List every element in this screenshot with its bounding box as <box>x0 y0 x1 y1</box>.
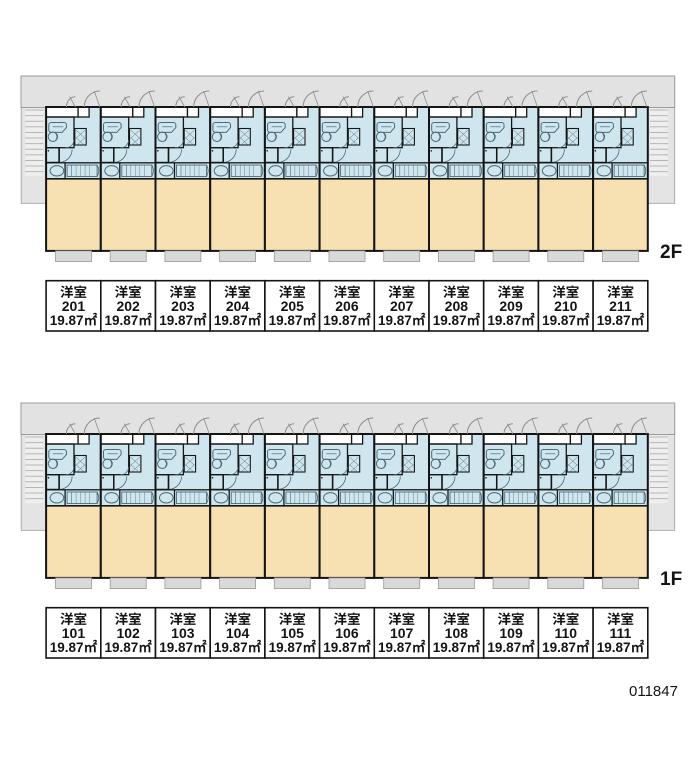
svg-text:19.87㎡: 19.87㎡ <box>214 639 262 655</box>
svg-text:2F: 2F <box>660 242 682 263</box>
svg-text:19.87㎡: 19.87㎡ <box>542 639 590 655</box>
svg-text:208: 208 <box>445 298 469 314</box>
svg-text:108: 108 <box>445 625 469 641</box>
svg-text:19.87㎡: 19.87㎡ <box>105 312 153 328</box>
svg-text:106: 106 <box>335 625 359 641</box>
svg-text:209: 209 <box>499 298 523 314</box>
svg-text:102: 102 <box>116 625 140 641</box>
svg-text:104: 104 <box>226 625 250 641</box>
svg-text:011847: 011847 <box>629 683 678 700</box>
svg-text:19.87㎡: 19.87㎡ <box>269 312 317 328</box>
svg-text:19.87㎡: 19.87㎡ <box>487 312 535 328</box>
svg-text:19.87㎡: 19.87㎡ <box>269 639 317 655</box>
svg-text:210: 210 <box>554 298 578 314</box>
svg-text:101: 101 <box>62 625 86 641</box>
svg-text:107: 107 <box>390 625 414 641</box>
svg-text:206: 206 <box>335 298 359 314</box>
svg-text:19.87㎡: 19.87㎡ <box>378 639 426 655</box>
svg-text:105: 105 <box>281 625 305 641</box>
svg-text:211: 211 <box>609 298 632 314</box>
svg-text:19.87㎡: 19.87㎡ <box>214 312 262 328</box>
svg-text:19.87㎡: 19.87㎡ <box>159 639 207 655</box>
svg-text:204: 204 <box>226 298 250 314</box>
svg-text:201: 201 <box>62 298 86 314</box>
svg-text:19.87㎡: 19.87㎡ <box>433 312 481 328</box>
svg-text:207: 207 <box>390 298 414 314</box>
svg-text:19.87㎡: 19.87㎡ <box>597 312 645 328</box>
svg-text:19.87㎡: 19.87㎡ <box>159 312 207 328</box>
svg-text:19.87㎡: 19.87㎡ <box>50 639 98 655</box>
svg-text:1F: 1F <box>660 569 682 590</box>
svg-text:19.87㎡: 19.87㎡ <box>323 312 371 328</box>
svg-text:19.87㎡: 19.87㎡ <box>323 639 371 655</box>
svg-text:19.87㎡: 19.87㎡ <box>105 639 153 655</box>
svg-text:19.87㎡: 19.87㎡ <box>597 639 645 655</box>
svg-text:19.87㎡: 19.87㎡ <box>433 639 481 655</box>
svg-text:19.87㎡: 19.87㎡ <box>487 639 535 655</box>
svg-text:111: 111 <box>610 625 632 641</box>
svg-text:202: 202 <box>116 298 140 314</box>
svg-text:19.87㎡: 19.87㎡ <box>50 312 98 328</box>
svg-text:19.87㎡: 19.87㎡ <box>378 312 426 328</box>
svg-text:205: 205 <box>281 298 305 314</box>
svg-text:203: 203 <box>171 298 195 314</box>
svg-text:19.87㎡: 19.87㎡ <box>542 312 590 328</box>
svg-text:109: 109 <box>499 625 523 641</box>
svg-text:103: 103 <box>171 625 195 641</box>
svg-text:110: 110 <box>554 625 577 641</box>
